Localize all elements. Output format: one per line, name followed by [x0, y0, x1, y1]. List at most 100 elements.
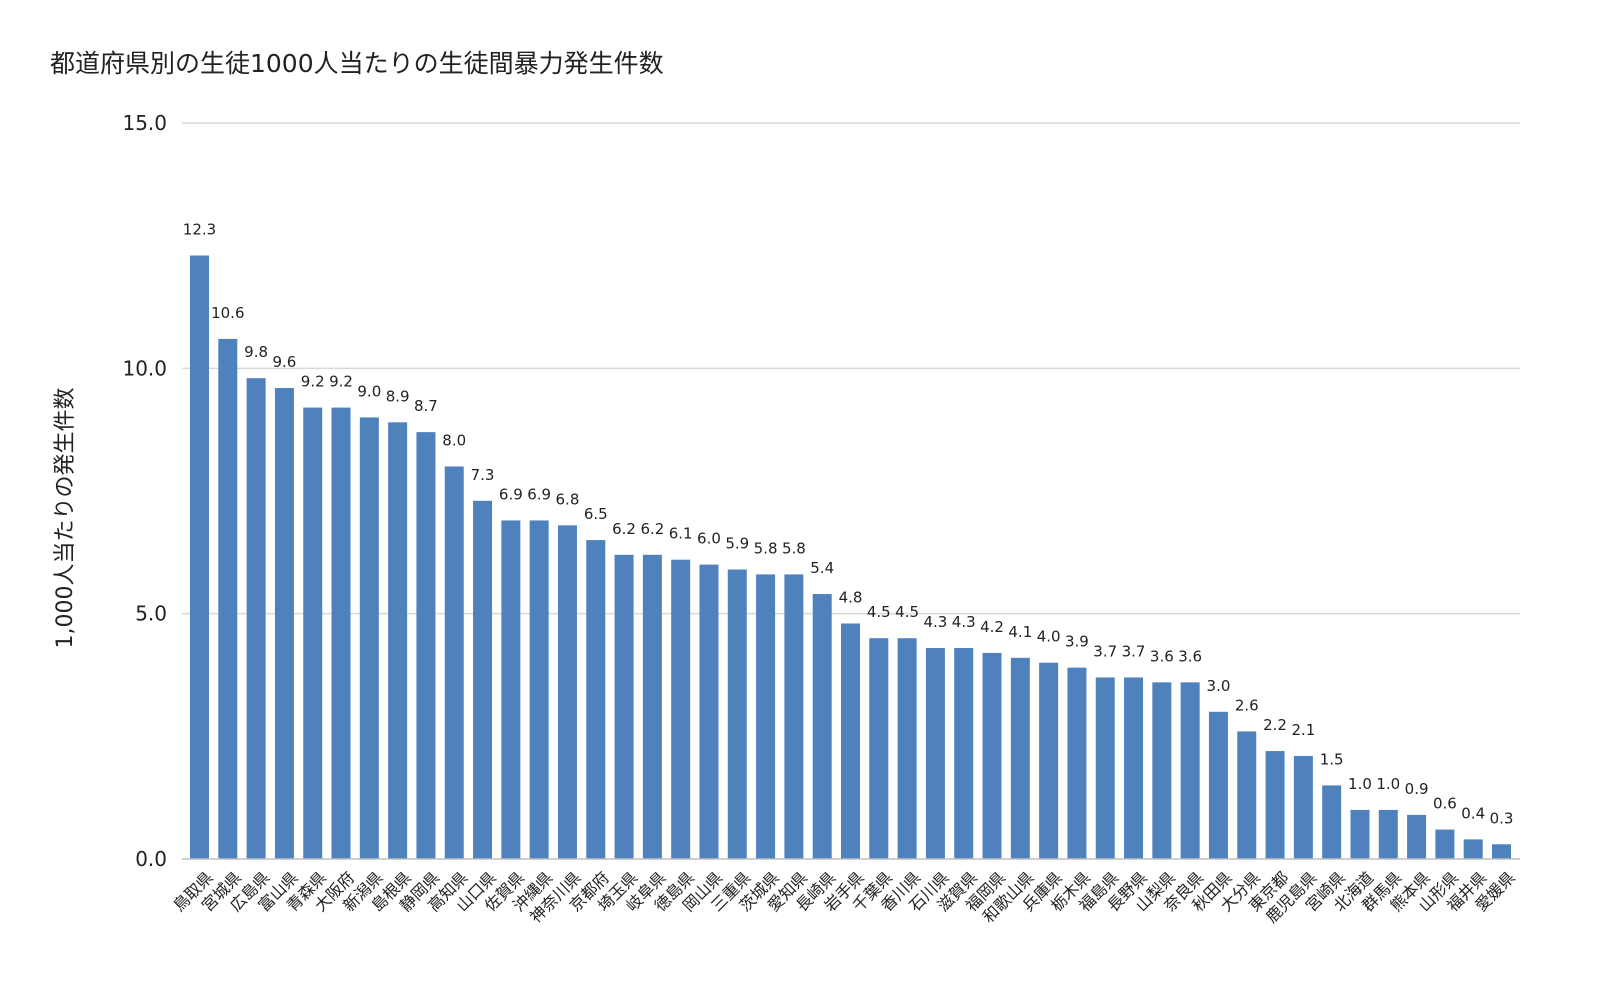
data-label: 5.4: [810, 559, 834, 577]
data-label: 1.0: [1348, 775, 1372, 793]
data-label: 8.7: [414, 397, 438, 415]
data-label: 9.8: [244, 343, 268, 361]
data-label: 6.0: [697, 530, 721, 548]
gridlines: [182, 122, 1520, 615]
data-label: 9.2: [329, 373, 353, 391]
bar: [501, 520, 521, 859]
bar: [1010, 657, 1030, 859]
bar: [1293, 755, 1313, 859]
y-tick-label: 15.0: [122, 111, 167, 135]
bar: [869, 638, 889, 859]
data-label: 4.5: [895, 603, 919, 621]
data-label: 9.2: [301, 373, 325, 391]
data-label: 0.9: [1405, 780, 1429, 798]
bar: [1463, 839, 1483, 859]
bar: [274, 387, 294, 859]
data-label: 3.0: [1207, 677, 1231, 695]
data-label: 3.7: [1093, 642, 1117, 660]
y-tick-label: 0.0: [135, 847, 167, 871]
data-label: 5.9: [725, 535, 749, 553]
bar: [1237, 731, 1257, 859]
data-label: 9.0: [357, 382, 381, 400]
y-tick-label: 10.0: [122, 356, 167, 380]
bar: [671, 559, 691, 859]
data-label: 4.2: [980, 618, 1004, 636]
bar: [1208, 711, 1228, 859]
bar: [359, 417, 379, 859]
bar: [1265, 751, 1285, 859]
bar: [897, 638, 917, 859]
bar: [1124, 677, 1144, 859]
bar: [954, 648, 974, 859]
data-label: 1.5: [1320, 750, 1344, 768]
bar: [756, 574, 776, 859]
bar: [841, 623, 860, 859]
data-label: 6.2: [640, 520, 664, 538]
data-labels: 12.310.69.89.69.2 9.29.0 8.98.78.07.36.9 6.…: [183, 220, 1514, 827]
bar: [557, 525, 577, 859]
data-label: 8.9: [386, 387, 410, 405]
bar: [1378, 809, 1398, 859]
data-label: 4.3: [952, 613, 976, 631]
data-label: 12.3: [183, 220, 216, 238]
data-label: 2.6: [1235, 696, 1259, 714]
bar: [246, 378, 266, 859]
bar: [1039, 662, 1059, 859]
bar: [190, 255, 209, 860]
x-axis-labels: 鳥取県宮城県広島県富山県青森県大阪府新潟県島根県静岡県高知県山口県佐賀県沖縄県神…: [169, 868, 1518, 927]
data-label: 2.2: [1263, 716, 1287, 734]
data-label: 3.9: [1065, 633, 1089, 651]
bar: [812, 594, 832, 859]
data-label: 4.3: [923, 613, 947, 631]
bar: [1407, 814, 1427, 859]
bar: [473, 500, 493, 859]
bar: [331, 407, 351, 859]
data-label: 7.3: [471, 466, 495, 484]
data-label: 6.9: [527, 485, 551, 503]
bar: [1322, 785, 1342, 859]
data-label: 5.8: [754, 539, 778, 557]
data-label: 6.8: [556, 490, 580, 508]
bars: [190, 255, 1511, 860]
data-label: 0.6: [1433, 795, 1457, 813]
data-label: 2.1: [1291, 721, 1315, 739]
data-label: 10.6: [211, 304, 244, 322]
bar: [1180, 682, 1200, 859]
bar: [925, 648, 945, 859]
bar: [642, 554, 662, 859]
bar: [1095, 677, 1115, 859]
bar: [444, 466, 464, 859]
y-axis-ticks: 0.0 5.0 10.0 15.0: [122, 111, 167, 871]
bar: [1067, 667, 1087, 859]
data-label: 9.6: [272, 353, 296, 371]
bar: [303, 407, 323, 859]
bar: [699, 564, 719, 859]
data-label: 3.7: [1122, 642, 1146, 660]
bar: [1152, 682, 1172, 859]
data-label: 4.5: [867, 603, 891, 621]
data-label: 6.2: [612, 520, 636, 538]
bar: [784, 574, 804, 859]
data-label: 3.6: [1178, 647, 1202, 665]
bar: [416, 432, 436, 859]
chart-title: 都道府県別の生徒1000人当たりの生徒間暴力発生件数: [50, 49, 664, 78]
data-label: 0.3: [1490, 809, 1514, 827]
data-label: 8.0: [442, 431, 466, 449]
y-axis-title: 1,000人当たりの発生件数: [53, 388, 78, 649]
data-label: 6.9: [499, 485, 523, 503]
bar: [1435, 829, 1455, 859]
bar: [586, 540, 606, 859]
data-label: 6.1: [669, 525, 693, 543]
data-label: 0.4: [1461, 804, 1485, 822]
bar: [529, 520, 549, 859]
data-label: 1.0: [1376, 775, 1400, 793]
bar: [982, 652, 1002, 859]
bar: [388, 422, 408, 859]
bar: [218, 338, 238, 859]
bar: [727, 569, 747, 859]
data-label: 4.0: [1037, 628, 1061, 646]
bar: [614, 554, 634, 859]
bar: [1350, 809, 1370, 859]
data-label: 3.6: [1150, 647, 1174, 665]
